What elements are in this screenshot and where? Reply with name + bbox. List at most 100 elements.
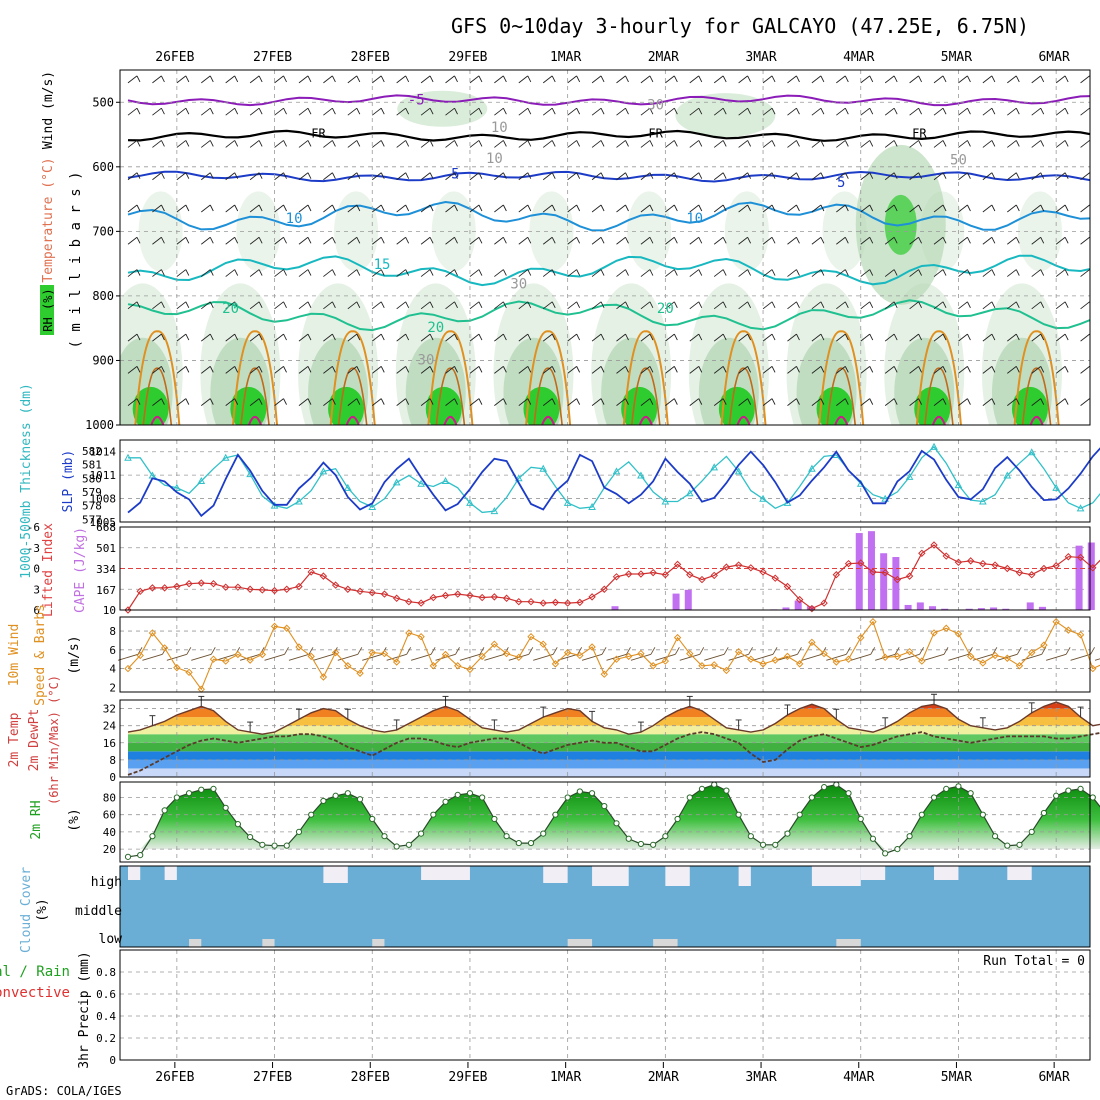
wind-barb [1040, 269, 1045, 276]
lifted-index-point [307, 568, 315, 576]
wind-barb [942, 172, 947, 179]
wind-barb-10m [899, 653, 920, 661]
isotherm-line [127, 129, 1090, 142]
wind-barb [576, 398, 581, 405]
wind-barb [918, 269, 923, 276]
rh-point [137, 852, 144, 859]
wind-barb [909, 236, 919, 245]
wind-barb [127, 172, 138, 181]
lifted-index-point [295, 582, 303, 591]
lifted-index-point [844, 559, 853, 568]
wind-barb-10m [186, 647, 192, 655]
wind-barb [771, 366, 776, 373]
cape-bar [1002, 608, 1010, 610]
wind-barb [576, 301, 581, 309]
wind-barb-10m [772, 647, 778, 655]
wind-barb [600, 333, 605, 341]
rh-point [906, 833, 913, 840]
wind-speed-point [319, 673, 328, 681]
lifted-index-point [246, 585, 254, 593]
wind-barb [933, 366, 944, 374]
wind-barb [136, 366, 141, 373]
wind-barb [771, 301, 776, 309]
wind-barb [673, 366, 678, 373]
thickness-point [539, 464, 548, 472]
wind-barb [836, 366, 846, 374]
lifted-index-point [380, 590, 389, 598]
y-tick-label: 1000 [85, 418, 114, 432]
isotherm-35 [1029, 415, 1044, 425]
li-tick-label: -6 [27, 521, 40, 534]
cloud-level-label: middle [75, 904, 122, 919]
wind-speed-point [1028, 648, 1036, 657]
wind-barb [649, 333, 654, 341]
wind-barb [454, 140, 458, 147]
cloud-level-label: high [91, 875, 122, 890]
lifted-index-point [124, 606, 132, 614]
wind-barb [762, 333, 773, 342]
wind-barb [1031, 366, 1042, 374]
wind-barb [1055, 236, 1066, 245]
wind-barb [567, 236, 577, 245]
rh-point [185, 790, 193, 797]
wind-barb [136, 301, 141, 309]
lifted-index-point [221, 583, 230, 591]
wind-barb [933, 107, 944, 116]
wind-barb-10m [948, 653, 969, 661]
wind-barb [234, 237, 239, 244]
wind-barb-10m [923, 653, 945, 661]
wind-barb [576, 75, 581, 83]
bottom-day-labels: 26FEB 27FEB 28FEB 29FEB 1MAR 2MAR 3MAR 4MAR 5MAR… [155, 1062, 1070, 1085]
wind-barb [567, 140, 577, 148]
wind-barb [811, 333, 822, 342]
lifted-index-point [331, 581, 340, 589]
wind-barb [982, 236, 993, 245]
wind-barb [567, 204, 577, 213]
wind-barb [331, 269, 336, 276]
wind-barb [185, 204, 190, 212]
isotherm-30 [240, 367, 270, 425]
wind-barb [787, 172, 797, 181]
wind-barb [918, 398, 923, 405]
rh-point [1065, 787, 1072, 794]
slp-tick-label: 1014 [90, 446, 117, 459]
wind-barb [893, 301, 898, 309]
wind-barb [625, 140, 629, 147]
wind-barb [551, 366, 556, 373]
y-tick-label: 800 [92, 289, 114, 303]
isotherm-30 [142, 367, 173, 425]
wind-barb-10m [606, 653, 627, 661]
wind-barb [356, 204, 361, 212]
wind-barb [478, 301, 483, 309]
rh-point [540, 830, 547, 837]
wind-barb [909, 75, 919, 84]
wind-barb [844, 172, 849, 179]
lifted-index-point [539, 599, 547, 607]
contour-label: FR [648, 126, 663, 140]
wind-barb [429, 301, 434, 309]
rh-point [491, 815, 498, 823]
wind-barb [380, 237, 385, 244]
wind-barb [185, 237, 190, 244]
wind-barb [933, 172, 944, 181]
wind-barb [698, 75, 703, 83]
wind-barb [200, 75, 211, 84]
wind-speed-point [502, 649, 511, 658]
wind-barb [640, 236, 651, 245]
wind-barb [225, 172, 235, 181]
wind-speed-point [844, 655, 853, 663]
wind-barb [836, 172, 846, 181]
lifted-index-point [209, 580, 218, 588]
wind-barb-10m [308, 647, 314, 655]
wind-barb [836, 75, 846, 84]
wind-barb [811, 140, 822, 148]
wind-barb [429, 237, 434, 244]
wind-speed-point [258, 650, 267, 659]
rh-point [222, 804, 229, 811]
wind-barb [982, 366, 993, 374]
wind-speed-point [466, 665, 474, 674]
wind-barb [1064, 366, 1069, 373]
wind-barb [1080, 140, 1090, 148]
wind-barb [136, 75, 141, 83]
